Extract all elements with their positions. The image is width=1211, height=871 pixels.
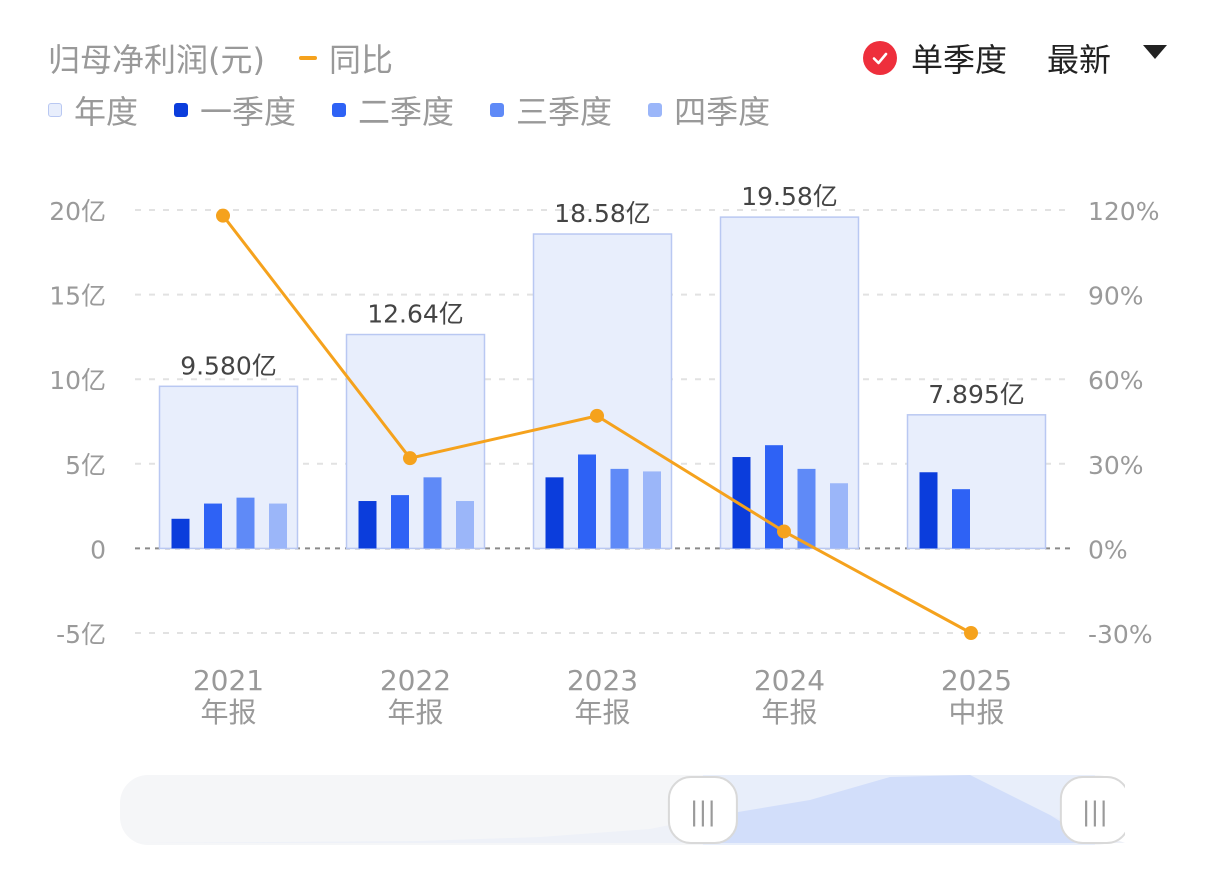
x-axis-year-label: 2022 — [380, 664, 451, 697]
x-axis-year-label: 2023 — [567, 664, 638, 697]
slider-window — [702, 775, 1095, 845]
quarter-bar-q4 — [643, 471, 661, 549]
quarter-bar-q1 — [545, 477, 564, 549]
y-axis-left-tick: -5亿 — [56, 620, 106, 649]
annual-value-label: 12.64亿 — [367, 300, 464, 329]
y-axis-left-tick: 10亿 — [49, 366, 106, 395]
range-select[interactable]: 最新 — [1046, 41, 1111, 79]
yoy-point — [964, 626, 978, 640]
legend-item-q2[interactable]: 二季度 — [332, 87, 454, 133]
handle-knob — [667, 776, 738, 844]
y-axis-left-tick: 20亿 — [49, 197, 106, 226]
quarter-bar-q3 — [797, 468, 816, 549]
x-axis-period-label: 年报 — [761, 696, 817, 729]
y-axis-left-tick: 15亿 — [49, 282, 106, 311]
y-axis-right-tick: 120% — [1088, 197, 1159, 226]
y-axis-right-tick: 90% — [1088, 282, 1144, 311]
checked-icon[interactable] — [862, 41, 897, 75]
profit-chart: 20亿 15亿 10亿 5亿 0 -5亿 120% 90% 60% 30% 0% -30% 9.580亿… — [49, 182, 1159, 729]
x-axis-period-label: 年报 — [200, 696, 256, 729]
quarter-bar-q3 — [423, 477, 442, 549]
quarter-bar-q2 — [952, 489, 970, 549]
slider-right-handle[interactable]: ||| — [1059, 776, 1125, 844]
y-axis-right-tick: 60% — [1088, 366, 1144, 395]
slider-left-handle[interactable]: ||| — [667, 776, 738, 844]
single-quarter-toggle[interactable]: 单季度 — [910, 41, 1007, 79]
x-axis-year-label: 2025 — [941, 664, 1012, 697]
y-axis-right-tick: -30% — [1088, 620, 1153, 649]
annual-value-label: 7.895亿 — [928, 380, 1025, 409]
annual-value-label: 19.58亿 — [741, 182, 838, 211]
quarter-bar-q1 — [171, 518, 190, 549]
yoy-legend-marker — [298, 56, 317, 60]
y-axis-left-tick: 5亿 — [65, 451, 106, 480]
dropdown-caret-icon[interactable] — [1143, 45, 1167, 59]
quarter-bar-q4 — [269, 503, 287, 549]
quarter-bar-q2 — [391, 495, 409, 549]
handle-grip-icon: ||| — [690, 797, 716, 827]
legend-item-annual[interactable]: 年度 — [48, 87, 138, 133]
yoy-legend: 同比 — [298, 35, 393, 81]
legend-item-q3[interactable]: 三季度 — [490, 87, 612, 133]
yoy-point — [777, 524, 791, 539]
legend-swatch — [490, 103, 505, 117]
legend-label: 四季度 — [674, 93, 771, 131]
quarter-bar-q2 — [204, 503, 222, 549]
quarter-bar-q1 — [358, 501, 377, 549]
chart-header: 归母净利润(元) 同比 — [48, 36, 393, 80]
yoy-legend-label: 同比 — [328, 41, 393, 79]
legend-swatch — [174, 103, 189, 117]
chart-controls: 单季度 最新 — [862, 36, 1167, 80]
legend-item-q4[interactable]: 四季度 — [648, 87, 770, 133]
handle-knob — [1059, 776, 1125, 844]
quarter-bar-q4 — [456, 501, 474, 549]
x-axis-year-label: 2021 — [193, 664, 264, 697]
annual-value-label: 18.58亿 — [554, 199, 651, 228]
legend-swatch — [48, 103, 62, 117]
legend-swatch — [648, 103, 663, 117]
legend-label: 三季度 — [516, 93, 613, 131]
x-axis-period-label: 年报 — [574, 696, 630, 729]
annual-value-label: 9.580亿 — [180, 351, 277, 380]
legend-label: 年度 — [74, 93, 139, 131]
legend-label: 二季度 — [358, 93, 455, 131]
series-legend: 年度 一季度 二季度 三季度 四季度 — [48, 88, 806, 132]
legend-swatch — [332, 103, 347, 117]
quarter-bar-q3 — [236, 497, 255, 549]
quarter-bar-q2 — [578, 454, 596, 549]
quarter-bar-q3 — [610, 468, 629, 549]
quarter-bar-q1 — [732, 457, 751, 549]
handle-grip-icon: ||| — [1082, 797, 1108, 827]
range-slider[interactable]: ||| ||| — [120, 775, 1125, 845]
yoy-point — [216, 208, 230, 223]
yoy-point — [590, 408, 604, 423]
quarter-bar-q4 — [830, 483, 848, 549]
x-axis-period-label: 中报 — [948, 696, 1004, 729]
legend-label: 一季度 — [200, 93, 297, 131]
legend-item-q1[interactable]: 一季度 — [174, 87, 296, 133]
quarter-bar-q1 — [919, 472, 938, 549]
x-axis-period-label: 年报 — [387, 696, 443, 729]
y-axis-right-tick: 0% — [1088, 535, 1128, 564]
yoy-point — [403, 451, 417, 466]
x-axis-year-label: 2024 — [754, 664, 825, 697]
y-axis-left-tick: 0 — [90, 535, 106, 564]
metric-title: 归母净利润(元) — [48, 41, 265, 79]
y-axis-right-tick: 30% — [1088, 451, 1144, 480]
